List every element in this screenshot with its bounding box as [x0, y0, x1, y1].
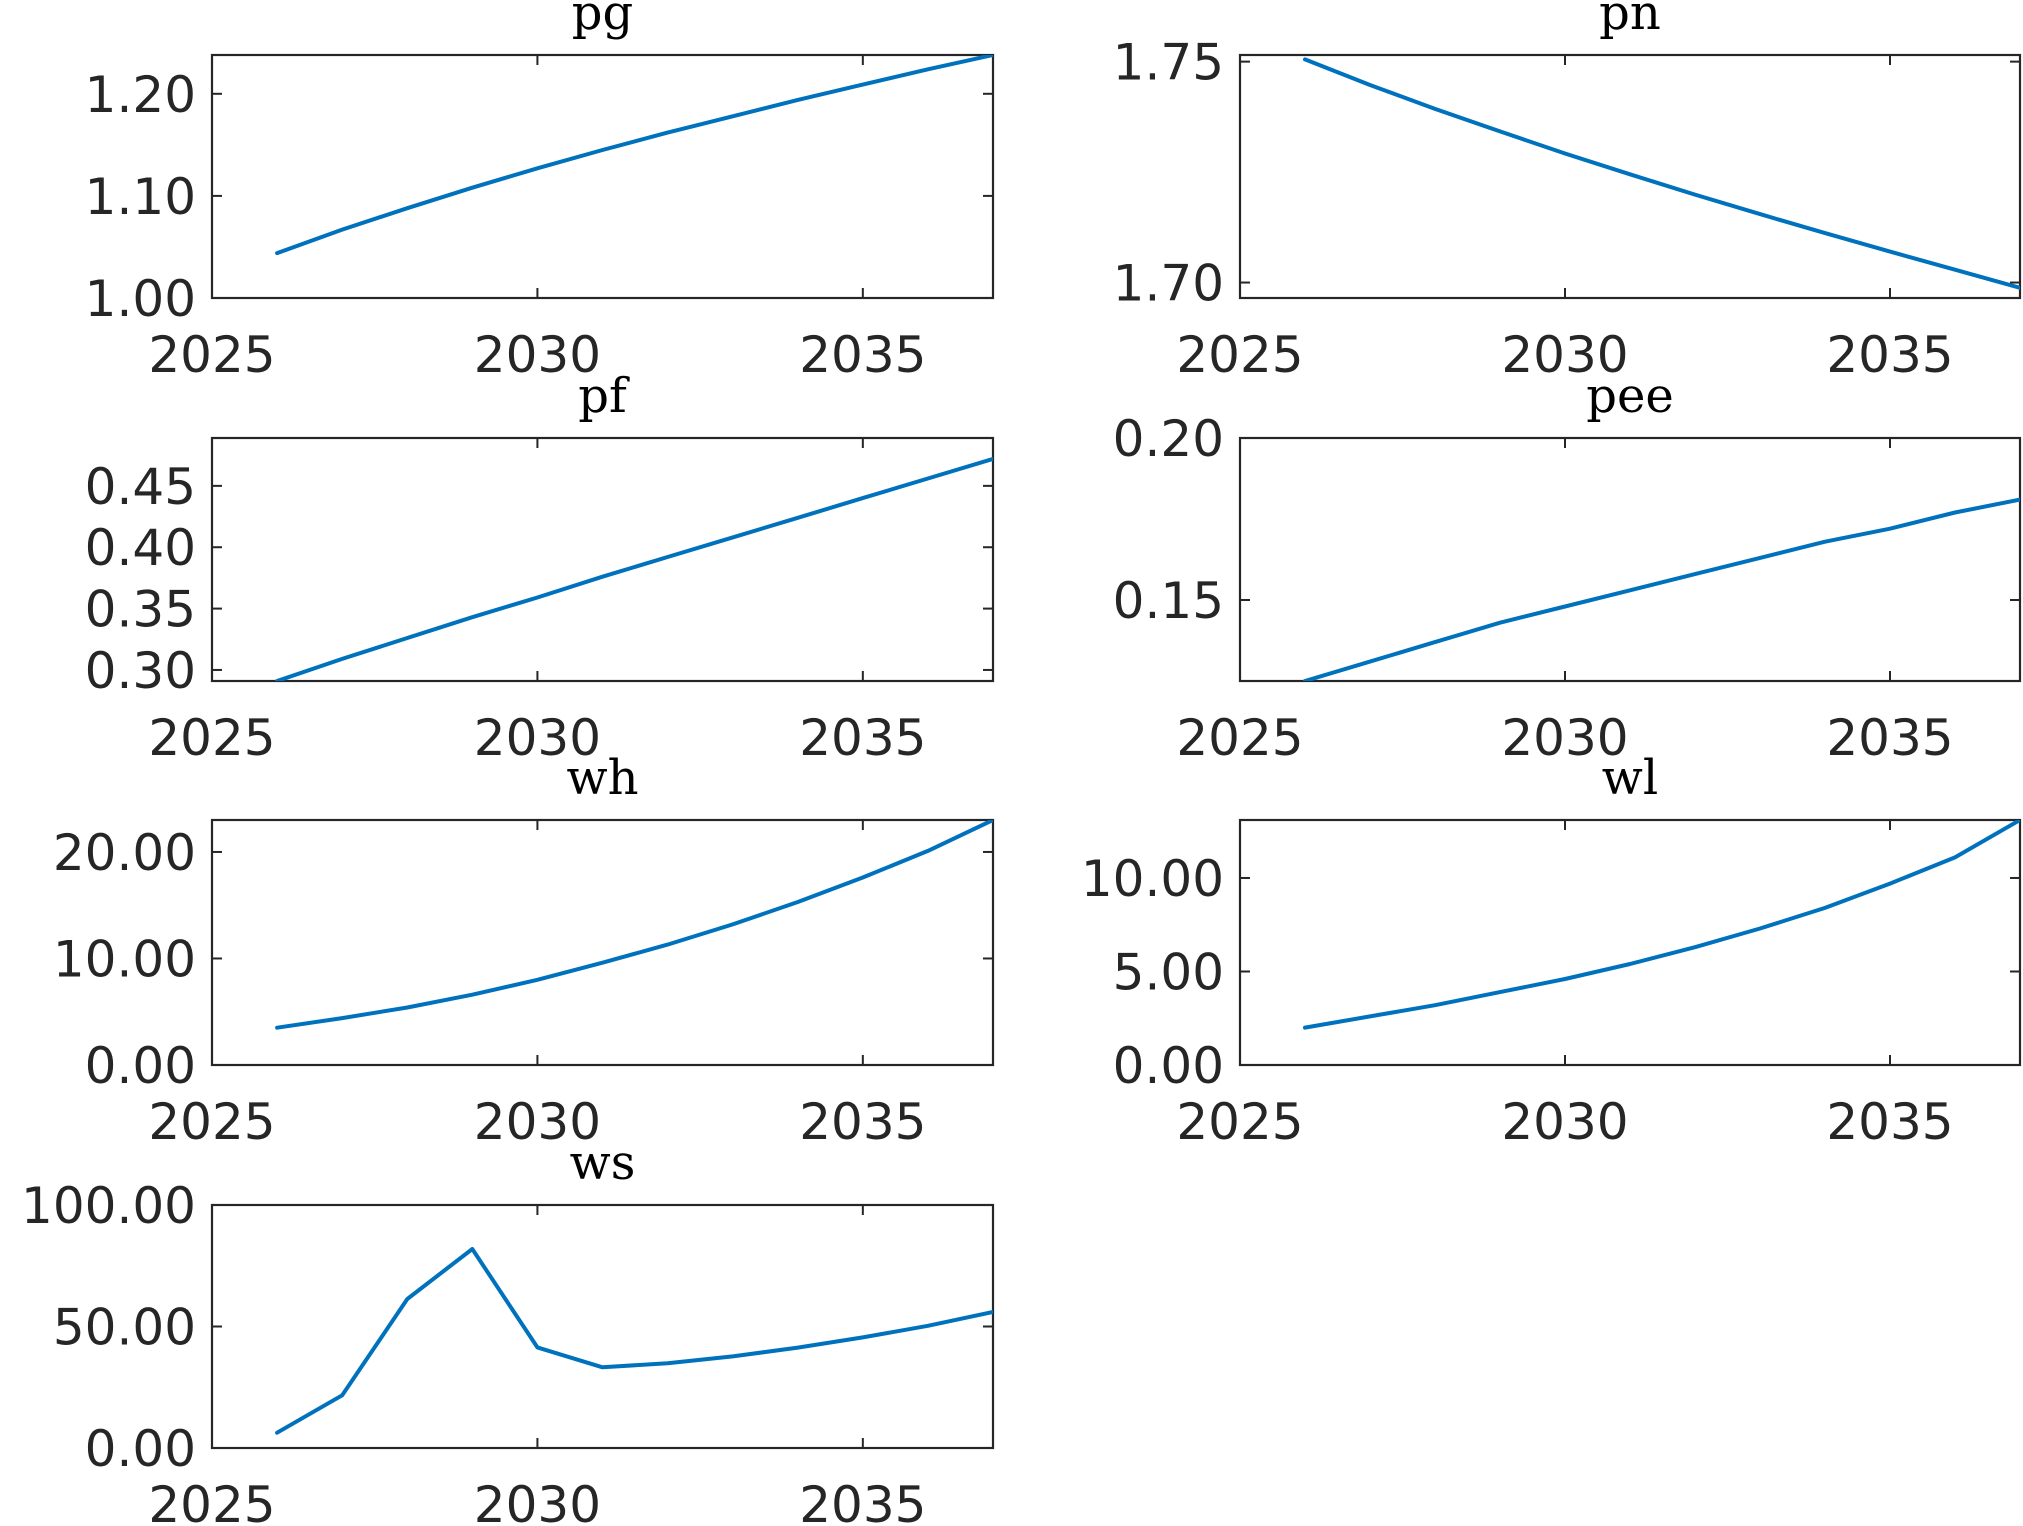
- subplot-wh: 2025 2030 2035 0.00 10.00 20.00 wh: [53, 750, 995, 1151]
- axes-box: [1238, 53, 2022, 300]
- y-tick-label: 50.00: [53, 1299, 196, 1357]
- x-tick-label: 2025: [148, 1093, 275, 1151]
- x-tick-label: 2035: [799, 326, 926, 384]
- x-tick-label: 2035: [799, 1476, 926, 1526]
- axes-box: [210, 818, 995, 1067]
- x-tick-label: 2035: [799, 1093, 926, 1151]
- y-tick-label: 1.10: [85, 168, 196, 226]
- y-tick-label: 5.00: [1113, 943, 1224, 1001]
- axes-box: [1238, 436, 2022, 683]
- x-tick-label: 2025: [1176, 1093, 1303, 1151]
- axes-box: [210, 53, 995, 300]
- axes-box: [1238, 818, 2022, 1067]
- x-tick-label: 2035: [1826, 1093, 1953, 1151]
- x-tick-label: 2030: [474, 709, 601, 767]
- y-tick-label: 0.35: [85, 581, 196, 639]
- x-tick-label: 2025: [1176, 709, 1303, 767]
- y-tick-label: 10.00: [1081, 850, 1224, 908]
- x-tick-label: 2030: [1501, 709, 1628, 767]
- x-tick-label: 2025: [148, 326, 275, 384]
- series-line-wl: [1303, 820, 2020, 1030]
- x-tick-label: 2030: [474, 1093, 601, 1151]
- y-tick-label: 0.00: [85, 1420, 196, 1478]
- subplot-pn: 2025 2030 2035 1.70 1.75 pn: [1113, 0, 2022, 384]
- y-tick-label: 0.15: [1113, 572, 1224, 630]
- y-tick-label: 20.00: [53, 824, 196, 882]
- subplot-pg: 2025 2030 2035 1.00 1.10 1.20 pg: [85, 0, 995, 384]
- y-tick-label: 1.20: [85, 66, 196, 124]
- y-tick-label: 10.00: [53, 930, 196, 988]
- x-tick-label: 2025: [148, 709, 275, 767]
- y-tick-label: 0.40: [85, 519, 196, 577]
- x-tick-label: 2025: [148, 1476, 275, 1526]
- x-tick-label: 2035: [1826, 326, 1953, 384]
- x-tick-label: 2030: [474, 326, 601, 384]
- x-tick-label: 2030: [474, 1476, 601, 1526]
- subplot-wl: 2025 2030 2035 0.00 5.00 10.00 wl: [1081, 750, 2022, 1151]
- axes-box: [210, 436, 995, 683]
- y-tick-label: 1.00: [85, 270, 196, 328]
- series-line-pn: [1303, 57, 2020, 290]
- panel-title: pg: [572, 0, 633, 41]
- panel-title: wl: [1602, 750, 1658, 806]
- panel-title: pn: [1599, 0, 1661, 41]
- series-line-wh: [275, 820, 993, 1030]
- panel-title: pf: [578, 368, 630, 424]
- y-tick-label: 0.20: [1113, 410, 1224, 468]
- y-tick-label: 1.70: [1113, 255, 1224, 313]
- y-tick-label: 0.45: [85, 458, 196, 516]
- x-tick-label: 2030: [1501, 1093, 1628, 1151]
- y-tick-label: 1.75: [1113, 34, 1224, 92]
- y-tick-label: 0.00: [1113, 1037, 1224, 1095]
- series-line-pf: [275, 456, 993, 681]
- x-tick-label: 2035: [799, 709, 926, 767]
- panel-title: ws: [570, 1135, 636, 1191]
- x-tick-label: 2025: [1176, 326, 1303, 384]
- subplot-pee: 2025 2030 2035 0.15 0.20 pee: [1113, 368, 2022, 767]
- series-line-ws: [275, 1247, 993, 1435]
- subplot-pf: 2025 2030 2035 0.300.350.400.45 pf: [85, 368, 995, 767]
- series-line-pg: [275, 55, 993, 256]
- panel-title: pee: [1586, 368, 1674, 424]
- y-tick-label: 0.00: [85, 1037, 196, 1095]
- series-line-pee: [1303, 497, 2020, 681]
- y-tick-label: 100.00: [21, 1177, 196, 1235]
- subplot-ws: 2025 2030 2035 0.00 50.00 100.00 ws: [21, 1135, 995, 1526]
- x-tick-label: 2030: [1501, 326, 1628, 384]
- y-tick-label: 0.30: [85, 642, 196, 700]
- x-tick-label: 2035: [1826, 709, 1953, 767]
- panel-title: wh: [567, 750, 639, 806]
- axes-box: [210, 1203, 995, 1450]
